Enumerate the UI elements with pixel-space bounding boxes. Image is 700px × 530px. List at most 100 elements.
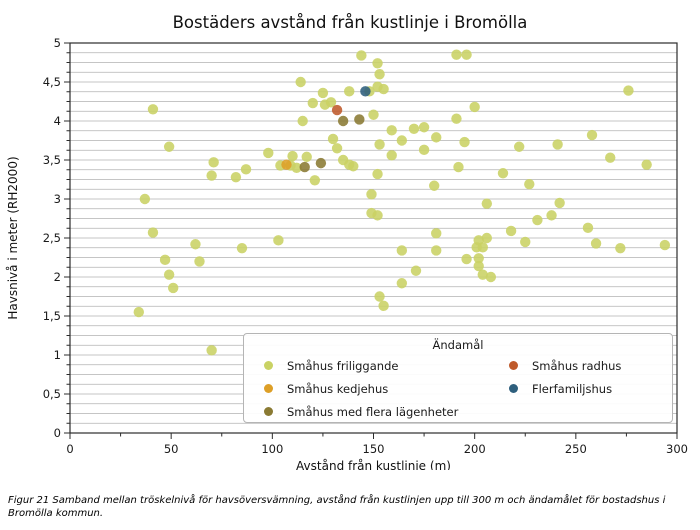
data-point bbox=[287, 150, 298, 162]
data-point bbox=[459, 136, 470, 148]
data-point bbox=[477, 242, 488, 253]
data-point bbox=[429, 180, 440, 191]
data-point bbox=[299, 161, 310, 173]
data-point bbox=[554, 197, 565, 209]
data-point bbox=[461, 253, 472, 265]
data-point bbox=[273, 235, 284, 246]
y-tick-label: 2,5 bbox=[43, 231, 61, 245]
legend-item-radhus: Småhus radhus bbox=[497, 354, 621, 377]
data-point bbox=[473, 253, 484, 264]
data-point bbox=[263, 147, 274, 159]
legend-columns: Småhus friliggande Småhus kedjehus Småhu… bbox=[252, 354, 664, 423]
kedjehus-marker-icon bbox=[264, 384, 273, 393]
data-point bbox=[396, 135, 408, 146]
data-point bbox=[163, 269, 175, 280]
data-point bbox=[410, 265, 422, 276]
data-point bbox=[497, 168, 509, 179]
friliggande-marker-icon bbox=[264, 361, 273, 370]
data-point bbox=[505, 225, 517, 237]
x-tick-label: 0 bbox=[66, 442, 73, 456]
data-point bbox=[167, 282, 179, 294]
data-point bbox=[552, 139, 563, 150]
data-point bbox=[337, 115, 349, 127]
data-point bbox=[374, 291, 385, 302]
data-point bbox=[190, 239, 201, 250]
data-point bbox=[524, 178, 535, 190]
data-point bbox=[372, 168, 383, 180]
x-tick-label: 250 bbox=[565, 442, 587, 456]
data-point bbox=[331, 143, 343, 154]
data-point bbox=[615, 242, 626, 254]
data-point bbox=[623, 85, 634, 96]
data-point bbox=[396, 278, 408, 289]
data-point bbox=[372, 58, 383, 69]
data-point bbox=[431, 228, 442, 239]
legend-item-med-flera-lagenheter: Småhus med flera lägenheter bbox=[252, 400, 497, 423]
data-point bbox=[301, 151, 312, 163]
data-point bbox=[147, 104, 159, 115]
data-point bbox=[133, 306, 144, 318]
legend-label: Småhus radhus bbox=[532, 358, 622, 373]
data-point bbox=[327, 133, 339, 145]
data-point bbox=[431, 132, 442, 143]
data-point bbox=[139, 193, 151, 205]
legend-item-flerfamiljshus: Flerfamiljshus bbox=[497, 377, 621, 400]
figure-caption: Figur 21 Samband mellan tröskelnivå för … bbox=[8, 495, 666, 519]
legend-label: Småhus kedjehus bbox=[287, 381, 389, 396]
data-point bbox=[485, 271, 497, 283]
legend: Ändamål Småhus friliggande Småhus kedjeh… bbox=[243, 333, 673, 423]
data-point bbox=[368, 109, 379, 120]
data-point bbox=[546, 210, 557, 221]
data-point bbox=[159, 254, 171, 266]
legend-label: Småhus med flera lägenheter bbox=[287, 404, 459, 419]
data-point bbox=[366, 189, 377, 200]
data-point bbox=[469, 101, 480, 113]
data-point bbox=[532, 214, 543, 226]
data-point bbox=[520, 236, 531, 248]
x-tick-label: 50 bbox=[164, 442, 179, 456]
legend-title: Ändamål bbox=[432, 338, 484, 352]
y-tick-label: 0,5 bbox=[43, 387, 61, 401]
data-point bbox=[206, 345, 217, 356]
y-tick-label: 2 bbox=[54, 270, 61, 284]
data-point bbox=[451, 49, 462, 60]
x-axis-label: Avstånd från kustlinje (m) bbox=[296, 459, 451, 470]
data-point bbox=[378, 83, 389, 95]
data-point bbox=[240, 164, 252, 175]
legend-column-1: Småhus friliggande Småhus kedjehus Småhu… bbox=[252, 354, 497, 423]
data-point bbox=[372, 210, 383, 221]
data-point bbox=[331, 104, 343, 116]
y-tick-label: 5 bbox=[54, 36, 61, 50]
data-point bbox=[374, 139, 385, 150]
data-point bbox=[194, 256, 205, 267]
data-point bbox=[590, 238, 602, 249]
data-point bbox=[453, 161, 464, 173]
data-point bbox=[481, 198, 493, 209]
data-point bbox=[473, 260, 484, 272]
chart-title: Bostäders avstånd från kustlinje i Bromö… bbox=[172, 13, 528, 32]
data-point bbox=[360, 86, 371, 97]
data-point bbox=[513, 141, 525, 152]
data-point bbox=[291, 162, 302, 173]
y-tick-label: 3 bbox=[54, 192, 61, 206]
data-point bbox=[147, 227, 159, 238]
data-point bbox=[307, 97, 318, 109]
data-point bbox=[396, 245, 408, 256]
data-point bbox=[236, 242, 248, 254]
data-point bbox=[582, 222, 594, 234]
data-point bbox=[206, 170, 217, 181]
x-tick-label: 100 bbox=[261, 442, 283, 456]
data-point bbox=[325, 97, 337, 108]
data-point bbox=[297, 115, 308, 127]
data-point bbox=[451, 113, 462, 124]
data-point bbox=[659, 239, 671, 251]
data-point bbox=[208, 157, 219, 168]
y-tick-label: 4 bbox=[54, 114, 61, 128]
data-point bbox=[408, 123, 420, 134]
data-point bbox=[281, 159, 292, 170]
data-point bbox=[386, 150, 397, 161]
legend-label: Flerfamiljshus bbox=[532, 381, 613, 396]
y-tick-label: 0 bbox=[54, 426, 61, 440]
legend-label: Småhus friliggande bbox=[287, 358, 399, 373]
